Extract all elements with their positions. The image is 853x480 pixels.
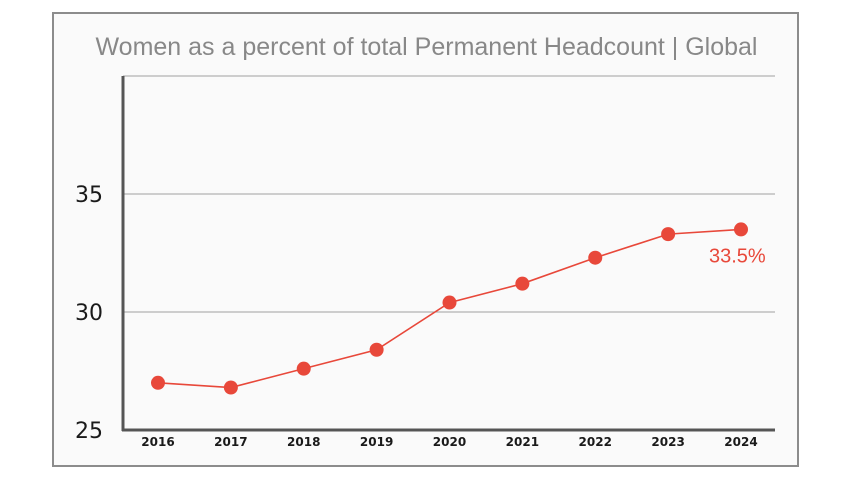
y-tick-label-30: 30 xyxy=(75,301,103,326)
data-point-2020 xyxy=(442,295,457,310)
data-point-2018 xyxy=(296,361,311,376)
x-tick-label-2022: 2022 xyxy=(579,435,612,449)
data-point-2021 xyxy=(515,276,530,291)
x-tick-label-2019: 2019 xyxy=(360,435,393,449)
data-label-2024: 33.5% xyxy=(709,245,766,267)
x-tick-label-2023: 2023 xyxy=(651,435,684,449)
data-point-2017 xyxy=(223,380,238,395)
x-tick-label-2017: 2017 xyxy=(214,435,247,449)
data-point-2019 xyxy=(369,342,384,357)
x-tick-label-2016: 2016 xyxy=(141,435,174,449)
chart-frame xyxy=(52,12,799,467)
x-tick-label-2018: 2018 xyxy=(287,435,320,449)
data-point-2022 xyxy=(588,250,603,265)
x-tick-label-2024: 2024 xyxy=(724,435,757,449)
y-tick-label-25: 25 xyxy=(75,419,103,444)
y-tick-label-35: 35 xyxy=(75,183,103,208)
data-point-2016 xyxy=(151,375,165,390)
x-tick-label-2021: 2021 xyxy=(506,435,539,449)
chart-title: Women as a percent of total Permanent He… xyxy=(95,33,758,61)
x-tick-label-2020: 2020 xyxy=(433,435,466,449)
data-point-2023 xyxy=(661,227,676,242)
data-point-2024 xyxy=(734,222,748,237)
